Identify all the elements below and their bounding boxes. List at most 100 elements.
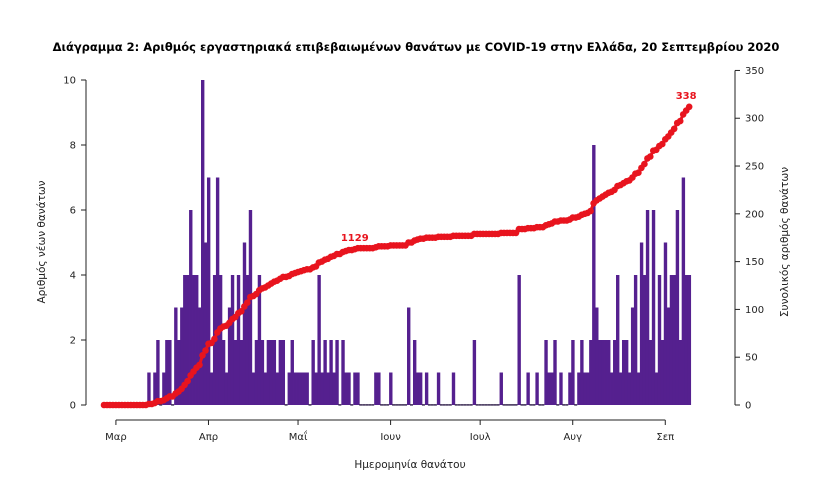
bar [439, 404, 443, 406]
bar [436, 372, 441, 405]
bar [445, 404, 449, 406]
bar [604, 340, 608, 405]
x-tick-label: Ιουλ [470, 432, 491, 443]
bar [203, 242, 208, 405]
bar [427, 404, 431, 406]
cumulative-point [196, 361, 203, 369]
bar [481, 404, 485, 406]
bar [574, 404, 578, 406]
bar [675, 210, 680, 405]
bar [562, 404, 566, 406]
bar [248, 210, 253, 405]
bar [595, 307, 599, 405]
bar [156, 340, 160, 405]
bar [201, 80, 205, 405]
bar [410, 404, 413, 406]
x-tick-label: Μαΐ [289, 429, 308, 443]
x-tick-label: Αυγ [563, 432, 582, 443]
bar [233, 340, 238, 405]
bar [421, 404, 425, 406]
bar [610, 372, 614, 405]
bar [299, 372, 303, 405]
bar [415, 372, 420, 405]
bar [374, 372, 378, 405]
bar [269, 340, 274, 405]
bar [206, 177, 211, 405]
annotations: 338 1129 [341, 91, 697, 244]
bar [230, 275, 235, 405]
bar [401, 404, 405, 406]
y-tick-label: 10 [63, 76, 76, 87]
bar [571, 340, 575, 405]
bar [180, 307, 184, 405]
bar [580, 340, 584, 405]
bar [442, 404, 446, 406]
bar [386, 404, 390, 406]
bar [577, 372, 581, 405]
bar [275, 372, 280, 405]
bar [472, 340, 477, 405]
bar [245, 275, 250, 405]
x-axis-label: Ημερομηνία θανάτου [354, 459, 465, 471]
bar [239, 340, 244, 405]
bar [341, 340, 345, 405]
x-tick-label: Ιουν [380, 432, 401, 443]
bar [177, 340, 181, 405]
bar [469, 404, 473, 406]
bar [338, 404, 342, 406]
bar [538, 404, 542, 406]
bar [669, 275, 674, 405]
bar [350, 404, 354, 406]
bar [359, 404, 363, 406]
y2-tick-label: 300 [745, 114, 764, 125]
bar [236, 275, 241, 405]
bar [654, 372, 659, 405]
bar [215, 177, 220, 405]
bar [412, 340, 417, 405]
bar [687, 275, 692, 405]
cumulative-point [676, 117, 684, 125]
bar [353, 372, 357, 405]
bar [159, 404, 163, 406]
bar [601, 340, 605, 405]
bar [287, 372, 291, 405]
cumulative-point [670, 125, 678, 133]
bar [526, 372, 530, 405]
bar [326, 372, 330, 405]
bar [251, 372, 256, 405]
bar [648, 340, 653, 405]
bar [195, 275, 199, 405]
bar [633, 275, 638, 405]
cumulative-point [184, 377, 191, 385]
bar [624, 340, 629, 405]
y-tick-label: 8 [70, 141, 76, 152]
bar [147, 372, 151, 405]
bar [514, 404, 518, 406]
bar [227, 307, 232, 405]
bar [478, 404, 482, 406]
bar [553, 340, 557, 405]
bar [511, 404, 515, 406]
bar [398, 404, 402, 406]
y2-tick-label: 150 [745, 257, 764, 268]
y-tick-label: 6 [70, 206, 76, 217]
bar [317, 275, 321, 405]
bar [362, 404, 366, 406]
bar [627, 372, 632, 405]
bar [257, 275, 262, 405]
bar [290, 340, 294, 405]
bar [523, 404, 527, 406]
bar [260, 340, 265, 405]
bar [224, 372, 229, 405]
bar [517, 275, 521, 405]
bar [621, 340, 626, 405]
y2-tick-label: 350 [745, 66, 764, 77]
bar [684, 275, 689, 405]
data-label: 1129 [341, 233, 369, 244]
bar [657, 275, 662, 405]
bar [395, 404, 399, 406]
bar [642, 275, 647, 405]
cumulative-point [202, 347, 209, 354]
y2-tick-label: 200 [745, 209, 764, 220]
